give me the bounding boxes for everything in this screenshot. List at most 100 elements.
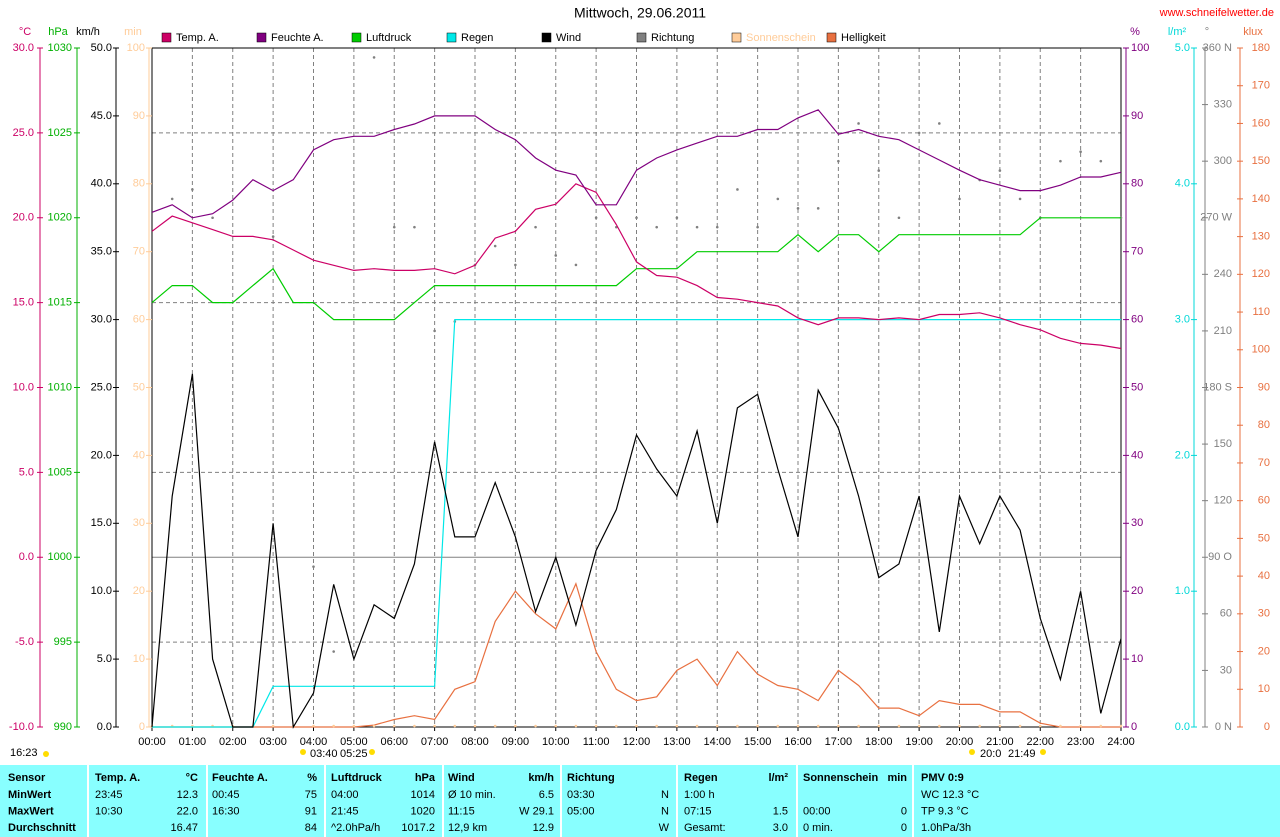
x-tick-label: 04:00 bbox=[300, 736, 328, 748]
x-tick-label: 24:00 bbox=[1107, 736, 1135, 748]
series-dot bbox=[736, 188, 739, 191]
series-dot bbox=[574, 724, 578, 728]
table-cell: 11:15 bbox=[448, 805, 475, 817]
y-tick-label: 140 bbox=[1252, 193, 1270, 205]
y-tick-label: 10.0 bbox=[13, 381, 34, 393]
table-cell: 16:30 bbox=[212, 805, 240, 817]
table-cell: W bbox=[659, 822, 670, 834]
series-dot bbox=[756, 724, 759, 728]
table-cell: TP 9.3 °C bbox=[921, 805, 969, 817]
table-cell: ^2.0hPa/h bbox=[331, 822, 380, 834]
y-tick-label: 100 bbox=[1252, 344, 1270, 356]
table-cell: 12.3 bbox=[177, 789, 198, 801]
y-tick-label: 0 bbox=[139, 721, 145, 733]
series-line bbox=[151, 109, 1122, 219]
y-tick-label: 80 bbox=[1258, 419, 1270, 431]
legend-label: Temp. A. bbox=[176, 32, 219, 44]
series-dot bbox=[1119, 724, 1123, 728]
y-tick-label: 0 bbox=[1131, 721, 1137, 733]
series-dot bbox=[958, 724, 961, 728]
table-header: Wind bbox=[448, 772, 475, 784]
y-tick-label: 40 bbox=[1258, 570, 1270, 582]
table-cell: N bbox=[661, 805, 669, 817]
x-tick-label: 09:00 bbox=[502, 736, 530, 748]
x-tick-label: 18:00 bbox=[865, 736, 893, 748]
legend-swatch bbox=[541, 32, 552, 43]
series-line bbox=[151, 183, 1122, 350]
y-tick-label: 1010 bbox=[48, 381, 72, 393]
y-tick-label: 10 bbox=[1258, 683, 1270, 695]
series-dot bbox=[312, 724, 315, 728]
y-tick-label: 1030 bbox=[48, 42, 72, 54]
y-tick-label: 40.0 bbox=[91, 178, 112, 190]
y-tick-label: 20.0 bbox=[13, 212, 34, 224]
series-dot bbox=[594, 724, 598, 728]
series-line bbox=[151, 373, 1122, 729]
table-cell: 23:45 bbox=[95, 789, 123, 801]
y-tick-label: 270 W bbox=[1200, 212, 1232, 224]
y-tick-label: 0.0 bbox=[1175, 721, 1190, 733]
y-tick-label: 40 bbox=[1131, 449, 1143, 461]
y-tick-label: 5.0 bbox=[97, 653, 112, 665]
y-tick-label: 15.0 bbox=[13, 297, 34, 309]
y-tick-label: 1.0 bbox=[1175, 585, 1190, 597]
x-tick-label: 23:00 bbox=[1067, 736, 1095, 748]
y-tick-label: 60 bbox=[1258, 495, 1270, 507]
legend-label: Wind bbox=[556, 32, 581, 44]
series-dot bbox=[897, 724, 901, 728]
table-cell: 75 bbox=[305, 789, 317, 801]
table-cell: WC 12.3 °C bbox=[921, 789, 979, 801]
series-dot bbox=[1059, 724, 1062, 728]
y-tick-label: 90 bbox=[133, 110, 145, 122]
source: www.schneifelwetter.de bbox=[1159, 7, 1274, 19]
y-tick-label: 25.0 bbox=[13, 127, 34, 139]
legend-label: Feuchte A. bbox=[271, 32, 324, 44]
y-tick-label: 4.0 bbox=[1175, 178, 1190, 190]
legend-swatch bbox=[731, 32, 742, 43]
y-tick-label: 2.0 bbox=[1175, 449, 1190, 461]
series-dot bbox=[453, 724, 457, 728]
y-tick-label: -5.0 bbox=[15, 636, 34, 648]
astro-label: 05:25 bbox=[340, 748, 368, 760]
series-dot bbox=[715, 724, 719, 728]
axis-unit: ° bbox=[1205, 26, 1209, 38]
series-dot bbox=[352, 650, 356, 653]
legend-label: Luftdruck bbox=[366, 32, 412, 44]
series-dot bbox=[938, 724, 941, 728]
y-tick-label: 130 bbox=[1252, 231, 1270, 243]
y-tick-label: 10 bbox=[1131, 653, 1143, 665]
table-cell: 04:00 bbox=[331, 789, 359, 801]
table-header: Sonnenschein bbox=[803, 772, 878, 784]
y-tick-label: 160 bbox=[1252, 117, 1270, 129]
series-dot bbox=[635, 216, 638, 220]
y-tick-label: 30 bbox=[1220, 664, 1232, 676]
table-cell: 1.5 bbox=[773, 805, 788, 817]
series-dot bbox=[695, 225, 699, 229]
table-cell: 6.5 bbox=[539, 789, 554, 801]
axis-unit: °C bbox=[19, 26, 31, 38]
series-line bbox=[152, 319, 1121, 728]
table-cell: 10:30 bbox=[95, 805, 123, 817]
y-tick-label: 100 bbox=[1131, 42, 1149, 54]
series-dot bbox=[877, 169, 881, 172]
chart-title: Mittwoch, 29.06.2011 bbox=[574, 5, 706, 21]
table-cell: 00:00 bbox=[803, 805, 831, 817]
table-cell: N bbox=[661, 789, 669, 801]
y-tick-label: 50 bbox=[1258, 532, 1270, 544]
y-tick-label: 50 bbox=[133, 381, 145, 393]
y-tick-label: 150 bbox=[1252, 155, 1270, 167]
series-dot bbox=[1038, 724, 1042, 728]
legend-label: Helligkeit bbox=[841, 32, 886, 44]
table-cell: 21:45 bbox=[331, 805, 359, 817]
series-dot bbox=[413, 225, 416, 229]
series-dot bbox=[796, 724, 800, 728]
y-tick-label: 25.0 bbox=[91, 381, 112, 393]
series-dot bbox=[736, 724, 739, 728]
series-dot bbox=[715, 225, 719, 229]
y-tick-label: 70 bbox=[133, 246, 145, 258]
y-tick-label: 150 bbox=[1214, 438, 1232, 450]
axis-unit: l/m² bbox=[1168, 26, 1187, 38]
series-dot bbox=[433, 724, 436, 728]
y-tick-label: 0.0 bbox=[19, 551, 34, 563]
x-tick-label: 13:00 bbox=[663, 736, 691, 748]
